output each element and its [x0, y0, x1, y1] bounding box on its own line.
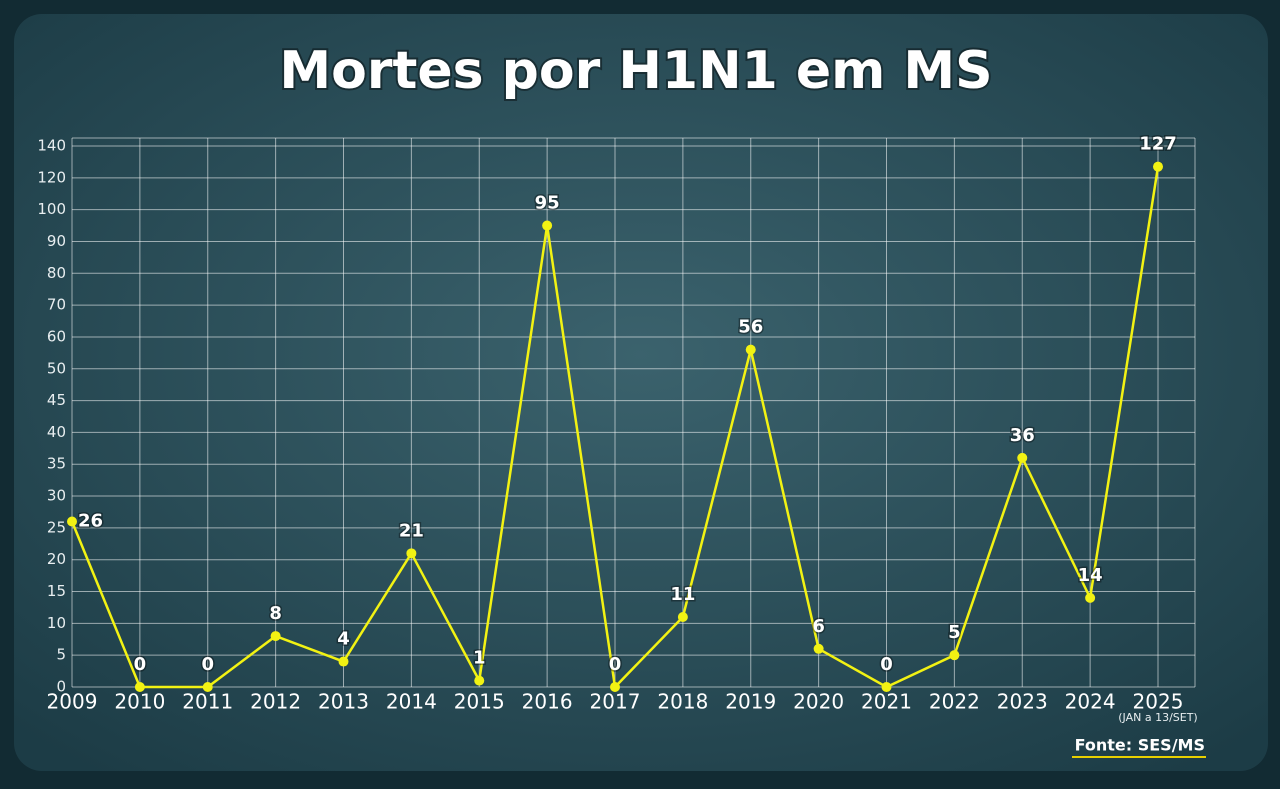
- y-tick-label: 100: [37, 200, 66, 218]
- point: [202, 682, 213, 692]
- x-tick-label: 2023: [997, 690, 1048, 714]
- value-label: 5: [948, 622, 961, 643]
- y-tick-label: 40: [47, 423, 66, 441]
- point: [406, 548, 417, 559]
- chart-title: Mortes por H1N1 em MS: [279, 41, 992, 101]
- y-tick-label: 35: [47, 455, 66, 473]
- y-tick-label: 25: [47, 518, 66, 536]
- x-tick-label: 2019: [725, 690, 776, 714]
- y-tick-label: 50: [47, 359, 66, 377]
- x-tick-label: 2010: [114, 690, 165, 714]
- point: [67, 516, 77, 527]
- y-tick-label: 45: [47, 391, 66, 409]
- x-tick-label: 2024: [1065, 690, 1116, 714]
- x-tick-label: 2014: [386, 690, 437, 714]
- point: [542, 220, 553, 231]
- x-tick-label: 2022: [929, 690, 980, 714]
- x-tick-label: 2020: [793, 690, 844, 714]
- y-tick-label: 140: [37, 137, 66, 155]
- point: [813, 643, 824, 654]
- x-tick-label: 2025: [1133, 690, 1184, 714]
- point: [610, 682, 620, 692]
- value-label: 127: [1139, 134, 1177, 155]
- point: [1017, 452, 1028, 463]
- y-tick-label: 15: [47, 582, 66, 600]
- y-tick-label: 60: [47, 327, 66, 345]
- y-tick-label: 90: [47, 232, 66, 250]
- y-tick-label: 120: [37, 168, 66, 186]
- point: [338, 656, 349, 667]
- source: Fonte: SES/MS: [1075, 736, 1205, 755]
- x-tick-label: 2016: [522, 690, 573, 714]
- value-label: 6: [812, 616, 825, 637]
- x-tick-label: 2021: [861, 690, 912, 714]
- x-tick-label: 2011: [182, 690, 233, 714]
- value-label: 21: [399, 520, 424, 541]
- y-tick-label: 0: [56, 678, 66, 696]
- x-note: (JAN a 13/SET): [1118, 711, 1197, 724]
- y-tick-label: 20: [47, 550, 66, 568]
- value-label: 0: [201, 654, 214, 675]
- value-label: 0: [609, 654, 622, 675]
- point: [677, 611, 688, 622]
- point: [745, 344, 756, 355]
- y-tick-label: 10: [47, 614, 66, 632]
- point: [134, 682, 145, 692]
- value-label: 11: [670, 584, 695, 605]
- value-label: 0: [880, 654, 893, 675]
- x-tick-label: 2015: [454, 690, 505, 714]
- x-tick-label: 2018: [657, 690, 708, 714]
- value-label: 4: [337, 629, 350, 650]
- point: [1085, 592, 1096, 603]
- value-label: 95: [535, 193, 560, 214]
- point: [949, 650, 960, 661]
- x-tick-label: 2009: [47, 690, 98, 714]
- point: [474, 675, 485, 686]
- value-label: 36: [1010, 425, 1035, 446]
- x-tick-label: 2013: [318, 690, 369, 714]
- value-label: 1: [473, 648, 486, 669]
- value-label: 8: [269, 603, 282, 624]
- x-tick-label: 2017: [590, 690, 641, 714]
- value-label: 56: [738, 317, 763, 338]
- value-label: 0: [134, 654, 147, 675]
- point: [1153, 161, 1163, 172]
- y-tick-label: 70: [47, 296, 66, 314]
- y-tick-label: 80: [47, 264, 66, 282]
- y-tick-label: 30: [47, 487, 66, 505]
- point: [270, 631, 281, 642]
- value-label: 26: [78, 511, 103, 532]
- point: [881, 682, 892, 692]
- x-tick-label: 2012: [250, 690, 301, 714]
- y-tick-label: 5: [56, 646, 66, 664]
- value-label: 14: [1078, 565, 1103, 586]
